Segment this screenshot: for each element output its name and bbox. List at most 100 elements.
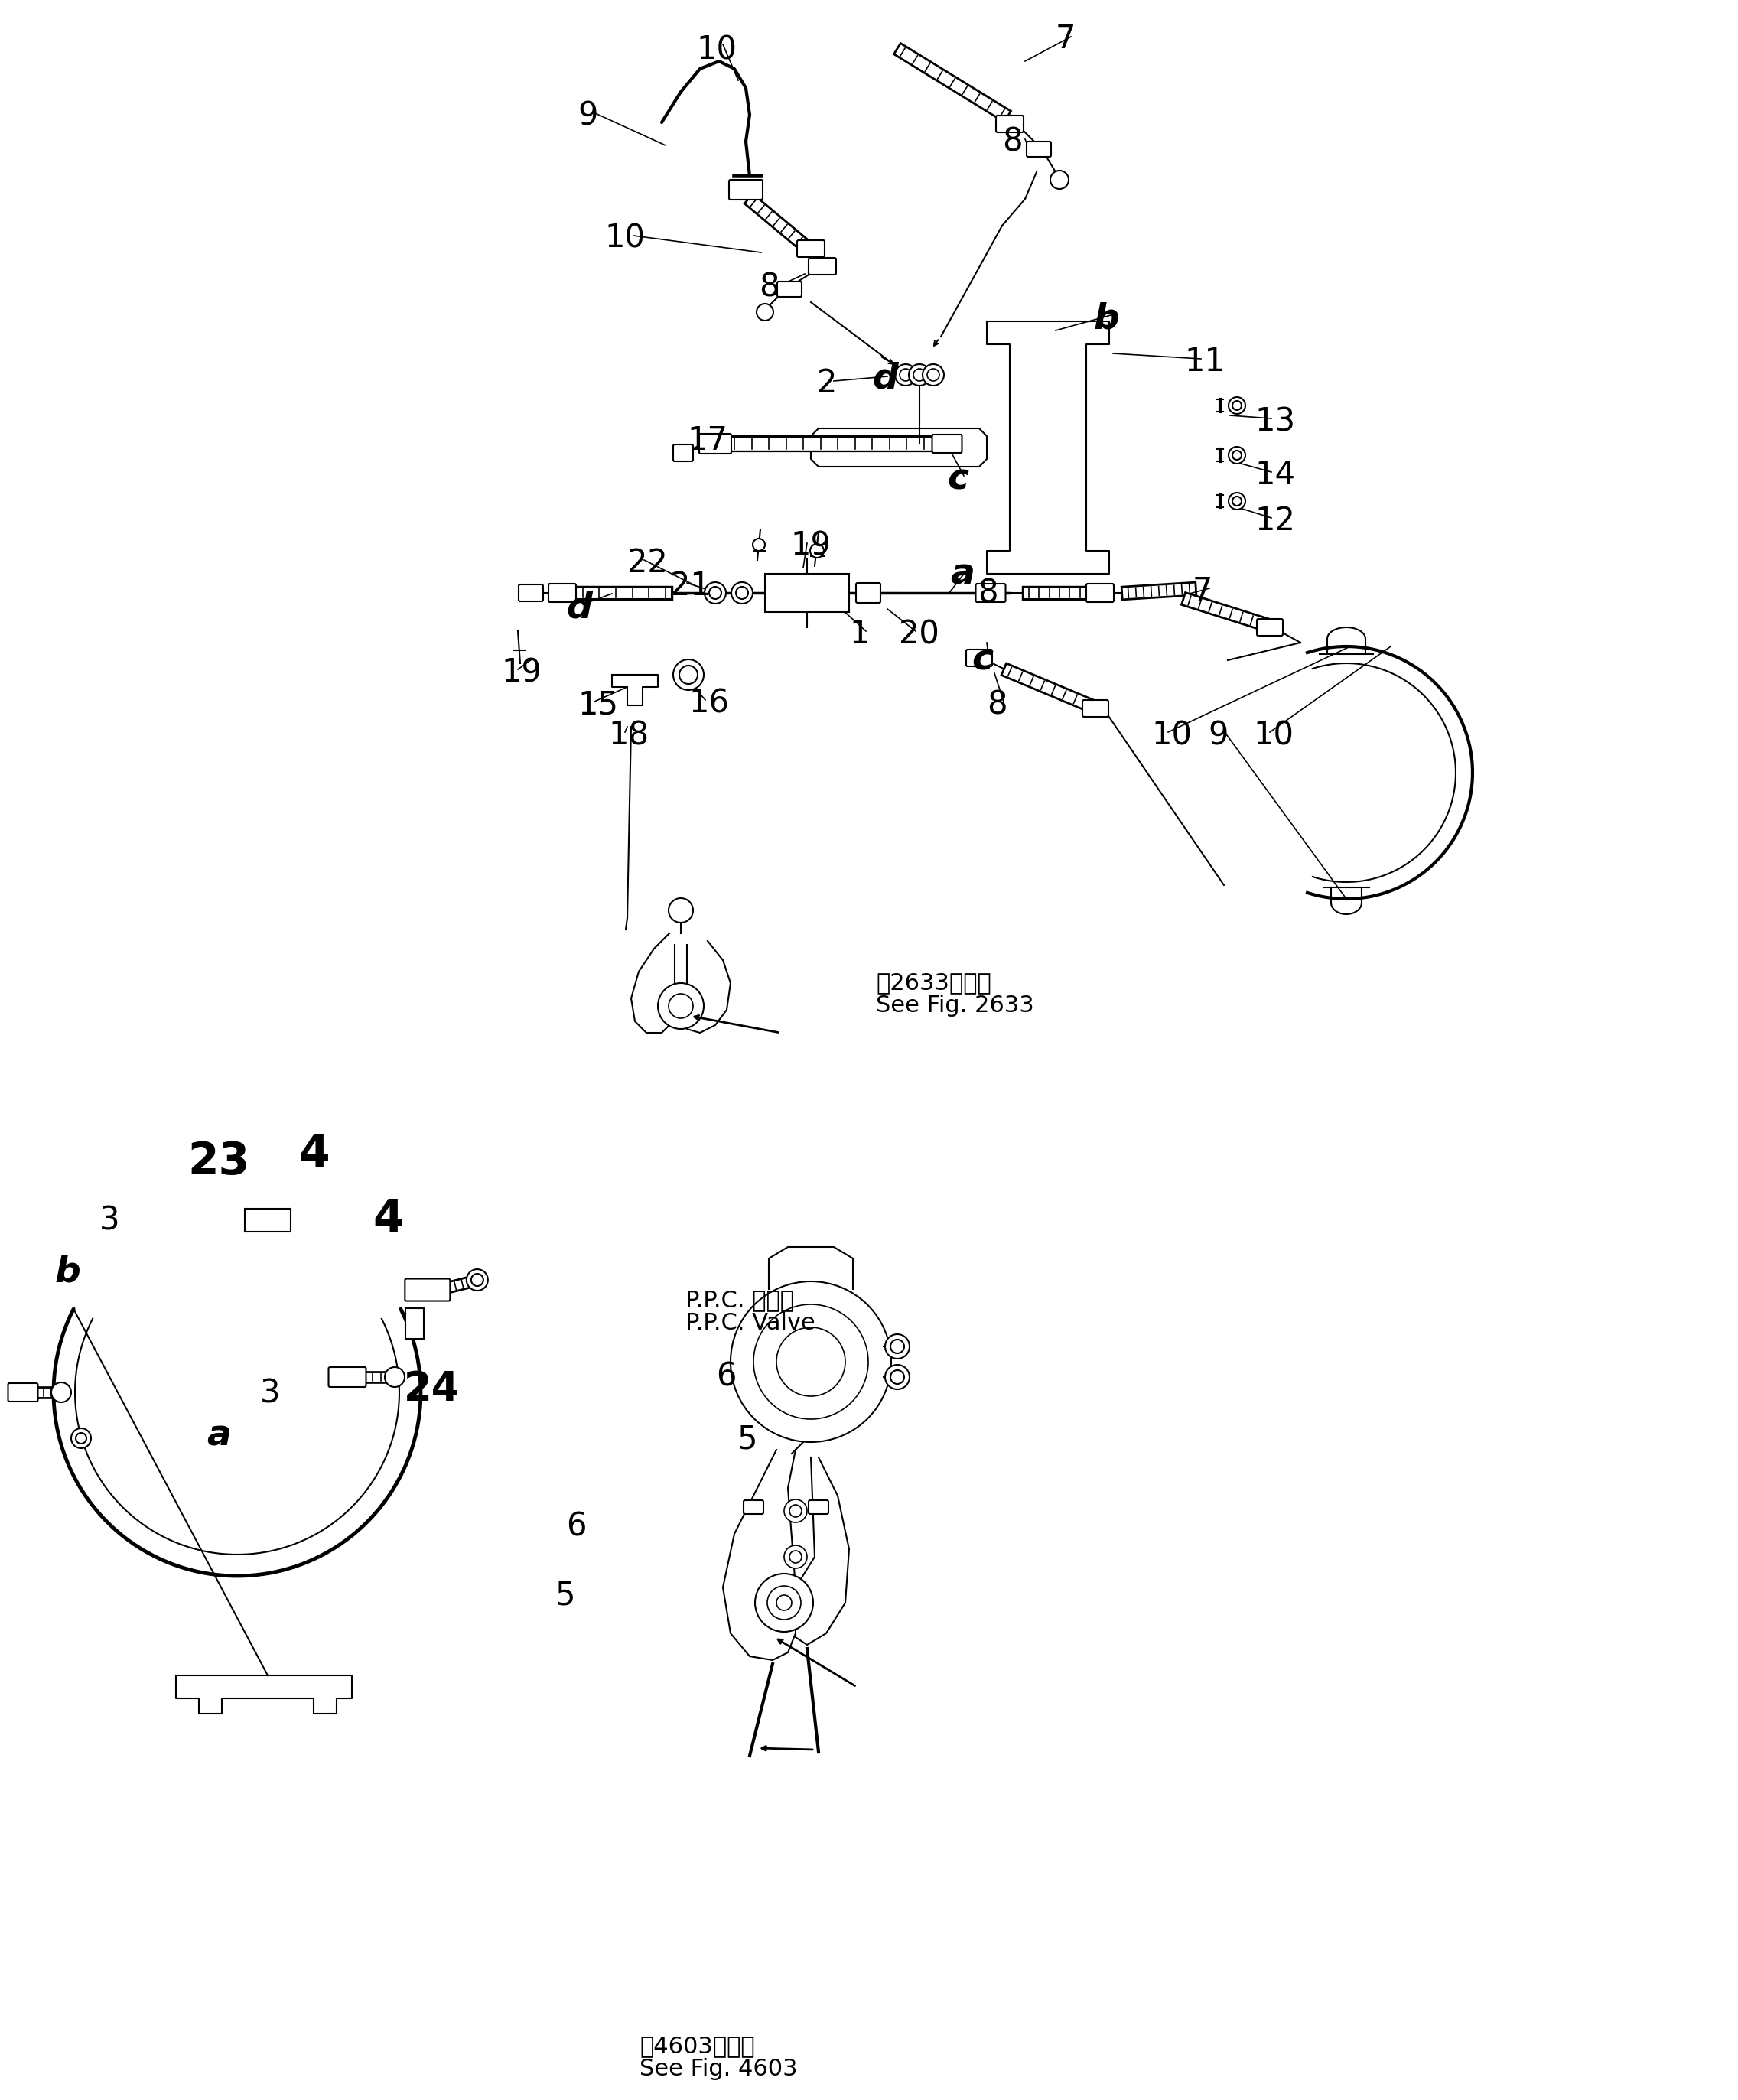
FancyBboxPatch shape (518, 584, 542, 601)
Circle shape (1229, 447, 1246, 464)
Text: 19: 19 (501, 657, 542, 689)
Polygon shape (796, 1457, 850, 1644)
Text: P.P.C. Valve: P.P.C. Valve (685, 1312, 815, 1334)
FancyBboxPatch shape (728, 181, 763, 200)
FancyBboxPatch shape (966, 649, 992, 666)
Text: 15: 15 (577, 689, 619, 720)
FancyBboxPatch shape (1083, 699, 1109, 716)
Polygon shape (687, 941, 730, 1033)
FancyBboxPatch shape (328, 1367, 367, 1386)
Text: 1: 1 (850, 617, 869, 651)
Text: 4: 4 (299, 1132, 330, 1176)
Text: 9: 9 (577, 99, 598, 132)
Text: 22: 22 (627, 546, 667, 580)
Circle shape (680, 666, 697, 685)
Circle shape (754, 1304, 869, 1420)
Text: 17: 17 (687, 424, 728, 456)
FancyBboxPatch shape (699, 435, 732, 454)
Circle shape (732, 582, 753, 603)
Text: See Fig. 4603: See Fig. 4603 (640, 2058, 798, 2081)
Text: 19: 19 (791, 529, 831, 563)
Polygon shape (723, 1449, 796, 1661)
Text: a: a (951, 556, 975, 592)
Circle shape (900, 370, 912, 380)
Text: 11: 11 (1184, 346, 1225, 378)
Circle shape (784, 1546, 806, 1569)
Text: 9: 9 (1208, 718, 1229, 752)
Circle shape (659, 983, 704, 1029)
Polygon shape (176, 1676, 351, 1714)
Text: b: b (1093, 302, 1119, 336)
Circle shape (923, 363, 944, 386)
Text: 10: 10 (697, 34, 737, 67)
Text: See Fig. 2633: See Fig. 2633 (876, 995, 1034, 1016)
FancyBboxPatch shape (1086, 584, 1114, 603)
Text: 第4603図参照: 第4603図参照 (640, 2035, 754, 2058)
Text: d: d (872, 361, 899, 397)
FancyBboxPatch shape (1027, 141, 1051, 158)
Circle shape (735, 586, 747, 598)
Circle shape (885, 1334, 909, 1359)
Text: 3: 3 (261, 1378, 280, 1409)
Circle shape (1232, 496, 1241, 506)
Text: 12: 12 (1255, 504, 1295, 538)
Text: 6: 6 (716, 1361, 737, 1392)
Text: 2: 2 (817, 367, 838, 399)
Circle shape (1232, 451, 1241, 460)
FancyBboxPatch shape (798, 239, 824, 256)
Text: 18: 18 (608, 718, 648, 752)
Circle shape (789, 1550, 801, 1562)
Text: 21: 21 (671, 569, 711, 603)
Circle shape (754, 1573, 813, 1632)
Circle shape (704, 582, 726, 603)
Text: d: d (567, 592, 593, 626)
Circle shape (885, 1365, 909, 1390)
FancyBboxPatch shape (405, 1279, 450, 1302)
Polygon shape (768, 1247, 853, 1289)
Circle shape (1050, 170, 1069, 189)
Circle shape (50, 1382, 71, 1403)
Circle shape (669, 993, 693, 1018)
Polygon shape (612, 674, 659, 706)
Text: 24: 24 (403, 1369, 461, 1409)
Circle shape (673, 659, 704, 691)
Text: 7: 7 (1192, 575, 1213, 607)
Circle shape (766, 1585, 801, 1619)
FancyBboxPatch shape (857, 584, 881, 603)
FancyBboxPatch shape (549, 584, 575, 603)
Circle shape (669, 899, 693, 922)
Text: 5: 5 (556, 1579, 575, 1613)
FancyBboxPatch shape (932, 435, 961, 454)
Polygon shape (812, 428, 987, 466)
Text: 6: 6 (567, 1510, 586, 1544)
Circle shape (384, 1367, 405, 1386)
Polygon shape (631, 932, 674, 1033)
Circle shape (777, 1327, 845, 1396)
Text: 7: 7 (1055, 23, 1076, 55)
Circle shape (890, 1340, 904, 1352)
Text: 8: 8 (987, 689, 1008, 720)
Circle shape (466, 1268, 488, 1292)
Circle shape (777, 1596, 793, 1611)
FancyBboxPatch shape (975, 584, 1006, 603)
Text: b: b (56, 1254, 82, 1289)
Circle shape (909, 363, 930, 386)
Circle shape (784, 1499, 806, 1522)
Circle shape (709, 586, 721, 598)
Circle shape (1229, 397, 1246, 414)
FancyBboxPatch shape (245, 1210, 290, 1233)
Text: 8: 8 (760, 271, 779, 304)
Circle shape (1229, 493, 1246, 510)
Text: 8: 8 (1003, 126, 1022, 158)
FancyBboxPatch shape (777, 281, 801, 296)
Text: 第2633図参照: 第2633図参照 (876, 972, 991, 993)
Circle shape (789, 1506, 801, 1516)
Circle shape (753, 538, 765, 550)
Text: P.P.C. バルブ: P.P.C. バルブ (685, 1289, 794, 1310)
Circle shape (890, 1369, 904, 1384)
FancyBboxPatch shape (808, 258, 836, 275)
FancyBboxPatch shape (9, 1384, 38, 1401)
Polygon shape (987, 321, 1109, 573)
Text: 4: 4 (372, 1197, 403, 1241)
Text: c: c (972, 643, 992, 676)
